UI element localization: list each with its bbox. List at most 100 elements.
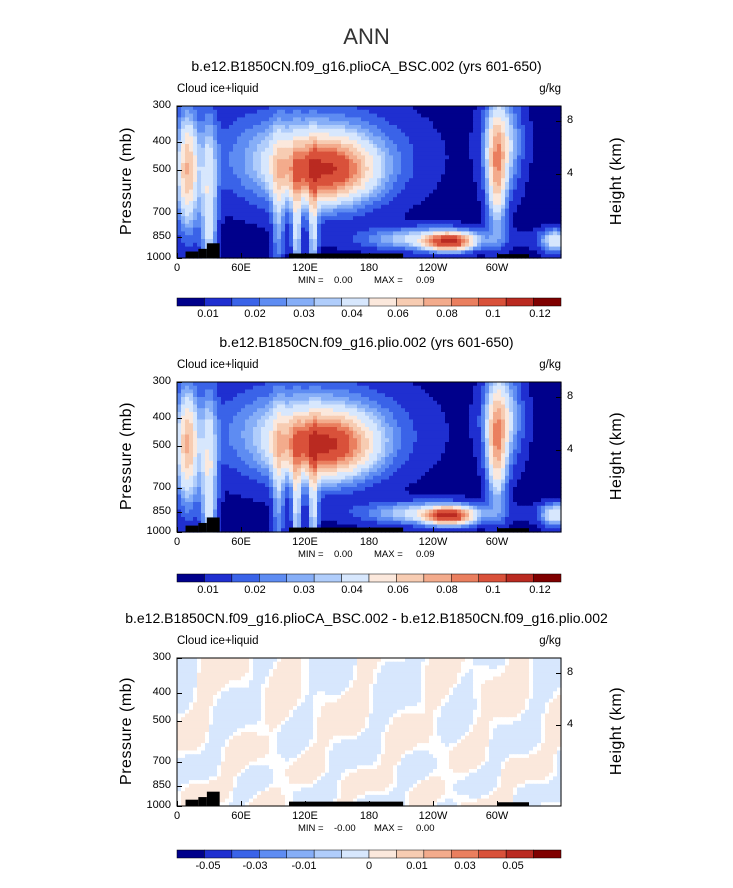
y-tick-mark (177, 212, 182, 214)
field-cell (221, 227, 226, 232)
field-cell (273, 113, 278, 118)
field-cell (461, 382, 466, 387)
field-cell (533, 250, 538, 255)
field-cell (549, 415, 554, 421)
field-cell (177, 250, 182, 255)
field-cell (309, 242, 314, 248)
field-cell (453, 419, 458, 424)
field-cell (297, 170, 302, 175)
field-cell (465, 185, 470, 191)
field-cell (269, 166, 274, 172)
field-cell (305, 155, 310, 160)
field-cell (525, 250, 530, 255)
field-cell (425, 235, 430, 240)
field-cell (345, 159, 350, 164)
field-cell (393, 415, 398, 421)
field-cell (385, 166, 390, 172)
field-cell (257, 132, 262, 137)
field-cell (197, 204, 202, 210)
field-cell (529, 189, 534, 194)
field-cell (329, 144, 334, 149)
field-cell (449, 400, 454, 406)
field-cell (453, 125, 458, 130)
field-cell (385, 140, 390, 145)
field-cell (393, 185, 398, 191)
field-cell (453, 250, 458, 255)
field-cell (517, 189, 522, 194)
field-cell (349, 385, 354, 391)
field-cell (249, 246, 254, 251)
field-cell (481, 412, 486, 417)
field-cell (309, 166, 314, 172)
field-cell (245, 415, 250, 421)
field-cell (401, 204, 406, 210)
field-cell (353, 239, 358, 244)
field-cell (201, 235, 206, 240)
field-cell (441, 144, 446, 149)
field-cell (525, 151, 530, 156)
field-cell (245, 109, 250, 115)
field-cell (193, 166, 198, 172)
field-cell (297, 125, 302, 130)
field-cell (229, 163, 234, 168)
field-cell (453, 216, 458, 221)
field-cell (245, 419, 250, 424)
field-cell (497, 212, 502, 217)
y-right-tick-label: 8 (567, 114, 574, 127)
field-cell (413, 121, 418, 126)
field-cell (249, 182, 254, 187)
field-cell (177, 235, 182, 240)
field-cell (545, 182, 550, 187)
field-cell (421, 231, 426, 236)
field-cell (517, 404, 522, 409)
field-cell (533, 400, 538, 406)
field-cell (361, 235, 366, 240)
field-cell (481, 220, 486, 225)
field-cell (457, 254, 462, 259)
field-cell (417, 216, 422, 221)
field-cell (457, 128, 462, 134)
field-cell (277, 242, 282, 248)
field-cell (389, 155, 394, 160)
field-cell (449, 182, 454, 187)
field-cell (317, 174, 322, 179)
field-cell (249, 125, 254, 130)
field-cell (181, 242, 186, 248)
field-cell (285, 250, 290, 255)
field-cell (449, 136, 454, 141)
field-cell (417, 121, 422, 126)
field-cell (413, 174, 418, 179)
field-cell (377, 151, 382, 156)
field-cell (229, 423, 234, 428)
field-cell (249, 178, 254, 183)
field-cell (441, 250, 446, 255)
field-cell (473, 128, 478, 134)
field-cell (469, 121, 474, 126)
field-cell (501, 189, 506, 194)
field-cell (281, 246, 286, 251)
field-cell (405, 250, 410, 255)
field-cell (441, 174, 446, 179)
field-cell (317, 189, 322, 194)
field-cell (321, 404, 326, 409)
field-cell (465, 189, 470, 194)
field-cell (249, 423, 254, 428)
field-cell (197, 174, 202, 179)
field-cell (501, 208, 506, 213)
field-cell (313, 109, 318, 115)
field-cell (457, 242, 462, 248)
field-cell (521, 216, 526, 221)
field-cell (477, 223, 482, 229)
field-cell (481, 155, 486, 160)
field-cell (489, 170, 494, 175)
field-cell (473, 121, 478, 126)
field-cell (337, 185, 342, 191)
field-cell (501, 159, 506, 164)
field-cell (421, 216, 426, 221)
field-cell (497, 242, 502, 248)
field-cell (445, 109, 450, 115)
field-cell (313, 385, 318, 391)
field-cell (553, 408, 558, 413)
field-cell (177, 389, 182, 394)
field-cell (409, 389, 414, 394)
